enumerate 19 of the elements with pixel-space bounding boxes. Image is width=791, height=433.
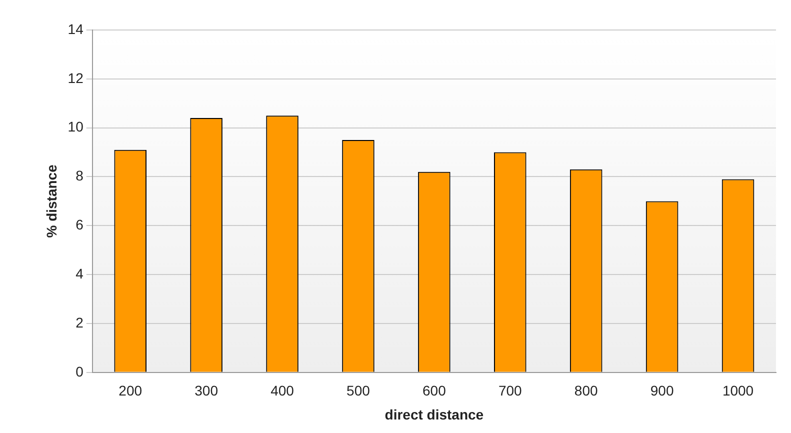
y-axis-title: % distance — [43, 164, 60, 238]
y-tick-label: 8 — [76, 168, 84, 184]
y-tick-label: 10 — [68, 118, 84, 135]
x-tick-label: 800 — [574, 382, 598, 399]
y-tick-label: 14 — [68, 20, 84, 37]
y-tick-label: 6 — [76, 216, 84, 233]
y-tick-label: 12 — [68, 70, 84, 86]
x-tick-label: 400 — [270, 382, 294, 399]
x-tick-label: 600 — [422, 382, 446, 399]
x-tick-label: 500 — [346, 382, 370, 399]
y-tick-label: 0 — [76, 363, 84, 380]
x-tick-label: 900 — [650, 382, 674, 399]
y-tick-label: 4 — [76, 265, 84, 282]
x-tick-label: 300 — [194, 382, 218, 399]
x-tick-label: 700 — [498, 382, 522, 399]
x-tick-label: 1000 — [722, 382, 754, 399]
x-tick-label: 200 — [118, 382, 142, 399]
y-tick-label: 2 — [76, 314, 84, 330]
x-axis-title: direct distance — [384, 406, 484, 422]
